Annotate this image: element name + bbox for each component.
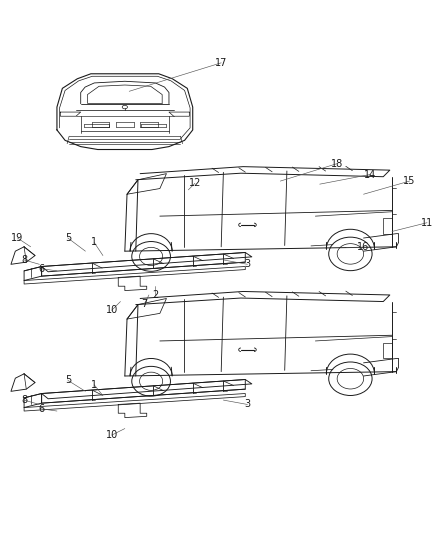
- Text: 5: 5: [65, 233, 71, 243]
- Text: 15: 15: [403, 176, 416, 186]
- Text: 3: 3: [244, 260, 251, 269]
- Bar: [383, 343, 392, 359]
- Text: 1: 1: [91, 237, 97, 247]
- Text: 10: 10: [106, 305, 118, 316]
- Text: 1: 1: [91, 379, 97, 390]
- Text: 6: 6: [39, 264, 45, 273]
- Text: 8: 8: [21, 255, 27, 265]
- Text: 5: 5: [65, 375, 71, 385]
- Text: 19: 19: [11, 233, 24, 243]
- Text: 16: 16: [357, 242, 370, 252]
- Text: 8: 8: [21, 395, 27, 405]
- Text: 12: 12: [189, 178, 201, 188]
- Text: 14: 14: [364, 169, 376, 180]
- Text: 2: 2: [152, 290, 159, 300]
- Text: 7: 7: [141, 298, 148, 309]
- Text: 3: 3: [244, 399, 251, 409]
- Text: 6: 6: [39, 404, 45, 414]
- Text: 11: 11: [421, 217, 433, 228]
- Text: 18: 18: [331, 159, 343, 168]
- Bar: [383, 219, 392, 233]
- Text: 10: 10: [106, 430, 118, 440]
- Text: 17: 17: [215, 58, 227, 68]
